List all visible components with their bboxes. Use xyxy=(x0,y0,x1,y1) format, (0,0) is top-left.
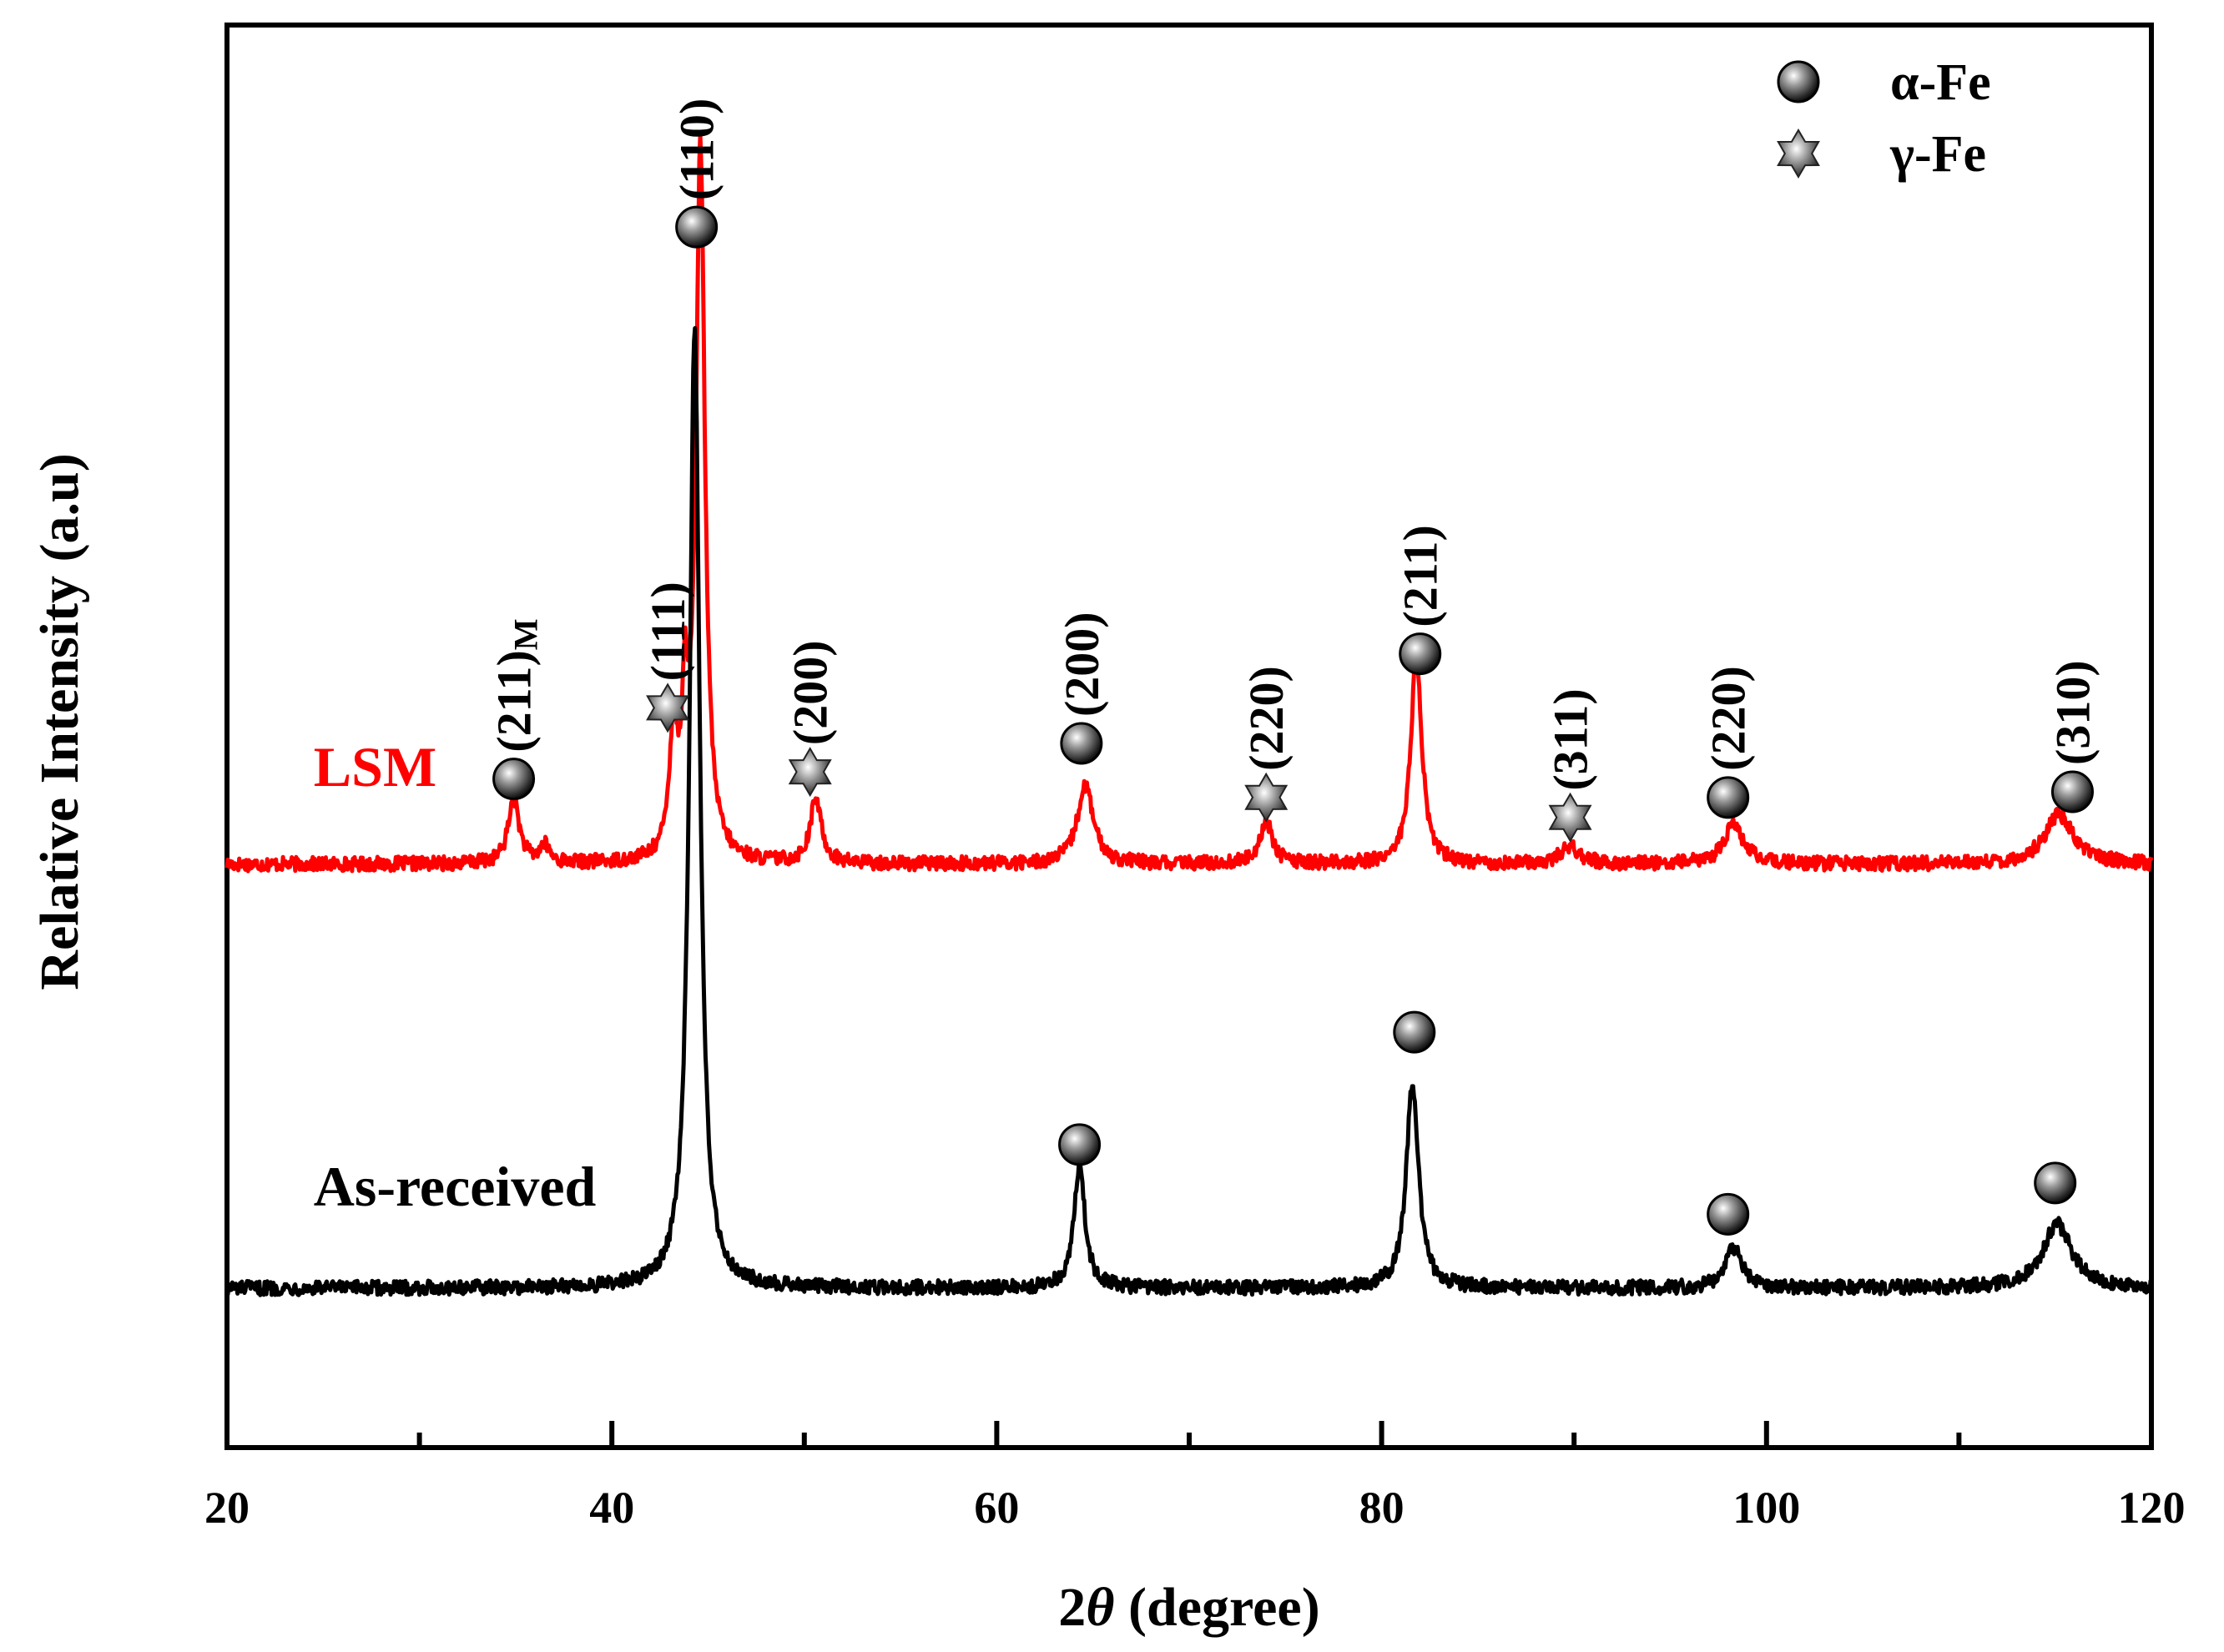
x-tick-label: 20 xyxy=(204,1483,250,1533)
gamma-fe-star-icon xyxy=(646,682,690,733)
gamma-fe-star-icon xyxy=(788,747,832,798)
series-line-lsm xyxy=(224,132,2154,874)
gamma-fe-star-icon xyxy=(1548,792,1592,843)
alpha-fe-sphere-icon xyxy=(675,205,719,249)
legend-entry-label: α-Fe xyxy=(1890,54,1991,111)
peak-label: (220) xyxy=(1702,666,1756,771)
peak-label-text: (211) xyxy=(487,650,542,752)
legend-entry-label: γ-Fe xyxy=(1889,126,1986,183)
peak-label-subscript: M xyxy=(507,618,545,650)
peak-label: (110) xyxy=(670,98,724,200)
x-tick-label: 60 xyxy=(974,1483,1019,1533)
series-line-as-received xyxy=(224,325,2153,1297)
x-axis-tick-labels: 20 40 60 80 100 120 xyxy=(204,1483,2186,1533)
peak-label: (310) xyxy=(2045,660,2100,765)
legend-alpha-fe-sphere-icon xyxy=(1777,60,1820,103)
series-labels: LSM As-received xyxy=(314,735,597,1218)
peak-label: (211) xyxy=(1394,525,1448,627)
y-axis-title: Relative Intensity (a.u) xyxy=(29,453,90,990)
legend-gamma-fe-star-icon xyxy=(1777,128,1820,179)
peak-label: (311) xyxy=(1544,688,1598,790)
peak-annotations: (211)M (111)(110)(200) (200)(220)(211)(311… xyxy=(487,98,2100,1236)
alpha-fe-sphere-icon xyxy=(492,758,536,801)
x-axis-title: 2θ (degree) xyxy=(1058,1577,1319,1638)
x-axis-title-prefix: 2 xyxy=(1058,1577,1086,1638)
peak-label: (200) xyxy=(1055,612,1109,717)
peak-label: (111) xyxy=(641,582,695,681)
peak-label-text: (220) xyxy=(1702,666,1756,771)
legend: α-Fe γ-Fe xyxy=(1777,54,1991,183)
alpha-fe-sphere-icon xyxy=(1707,1192,1750,1236)
peak-label-text: (200) xyxy=(784,640,838,745)
alpha-fe-sphere-icon xyxy=(1060,722,1103,765)
x-tick-label: 40 xyxy=(589,1483,634,1533)
x-axis-title-suffix: (degree) xyxy=(1115,1577,1320,1638)
peak-label: (211)M xyxy=(487,618,545,752)
peak-label-text: (111) xyxy=(641,582,695,681)
alpha-fe-sphere-icon xyxy=(1707,776,1750,819)
peak-label: (220) xyxy=(1239,666,1294,771)
peak-label-text: (310) xyxy=(2045,660,2100,765)
peak-label-text: (311) xyxy=(1544,688,1598,790)
x-axis-ticks xyxy=(224,1421,2154,1448)
peak-label-text: (110) xyxy=(670,98,724,200)
x-tick-label: 80 xyxy=(1359,1483,1404,1533)
peak-label-text: (220) xyxy=(1239,666,1294,771)
alpha-fe-sphere-icon xyxy=(2050,770,2094,813)
series-label: LSM xyxy=(314,735,436,798)
alpha-fe-sphere-icon xyxy=(2034,1161,2077,1205)
alpha-fe-sphere-icon xyxy=(1399,632,1442,676)
peak-label-text: (200) xyxy=(1055,612,1109,717)
gamma-fe-star-icon xyxy=(1244,772,1289,823)
series-label: As-received xyxy=(314,1155,597,1218)
alpha-fe-sphere-icon xyxy=(1058,1123,1102,1166)
x-axis-title-theta: θ xyxy=(1086,1577,1114,1638)
series-lines xyxy=(224,132,2154,1297)
x-tick-label: 120 xyxy=(2118,1483,2186,1533)
peak-label: (200) xyxy=(784,640,838,745)
peak-label-text: (211) xyxy=(1394,525,1448,627)
x-tick-label: 100 xyxy=(1732,1483,1800,1533)
alpha-fe-sphere-icon xyxy=(1393,1010,1436,1054)
